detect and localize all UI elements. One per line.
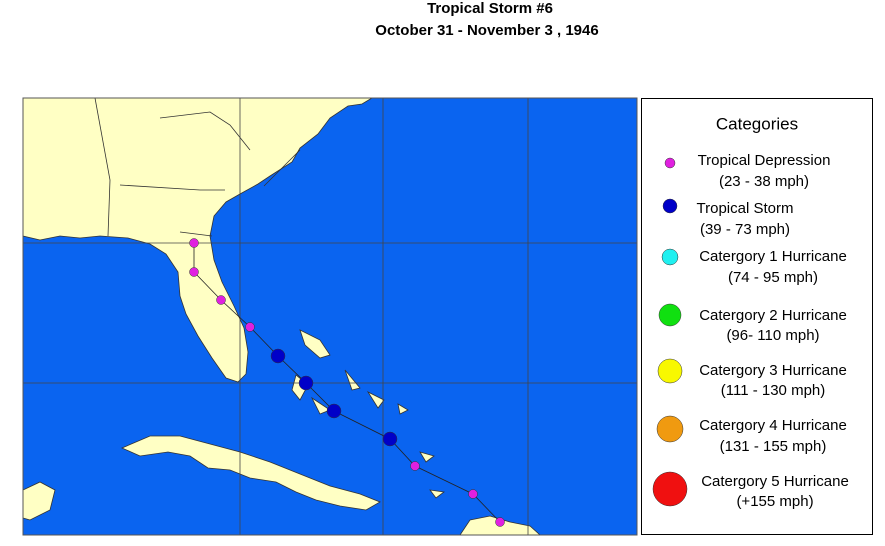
legend-name: Catergory 1 Hurricane — [699, 248, 847, 265]
map — [22, 97, 638, 536]
legend-name: Catergory 5 Hurricane — [701, 473, 849, 490]
legend-range: (111 - 130 mph) — [721, 382, 826, 399]
track-points — [189, 238, 505, 527]
title: Tropical Storm #6 — [427, 0, 553, 17]
legend-name: Catergory 3 Hurricane — [699, 362, 847, 379]
subtitle: October 31 - November 3 , 1946 — [375, 22, 598, 39]
cuba — [121, 435, 381, 511]
legend-range: (39 - 73 mph) — [700, 221, 790, 238]
legend-range: (96- 110 mph) — [726, 327, 819, 344]
legend-name: Tropical Storm — [697, 200, 794, 217]
legend-range: (131 - 155 mph) — [720, 438, 827, 455]
legend-name: Catergory 4 Hurricane — [699, 417, 847, 434]
legend-range: (74 - 95 mph) — [728, 269, 818, 286]
legend-name: Catergory 2 Hurricane — [699, 307, 847, 324]
legend-range: (+155 mph) — [736, 493, 813, 510]
legend-range: (23 - 38 mph) — [719, 173, 809, 190]
legend-name: Tropical Depression — [698, 152, 831, 169]
bahamas — [291, 329, 446, 499]
legend-title: Categories — [716, 114, 798, 133]
legend: Categories Tropical Depression (23 - 38 … — [641, 98, 873, 535]
